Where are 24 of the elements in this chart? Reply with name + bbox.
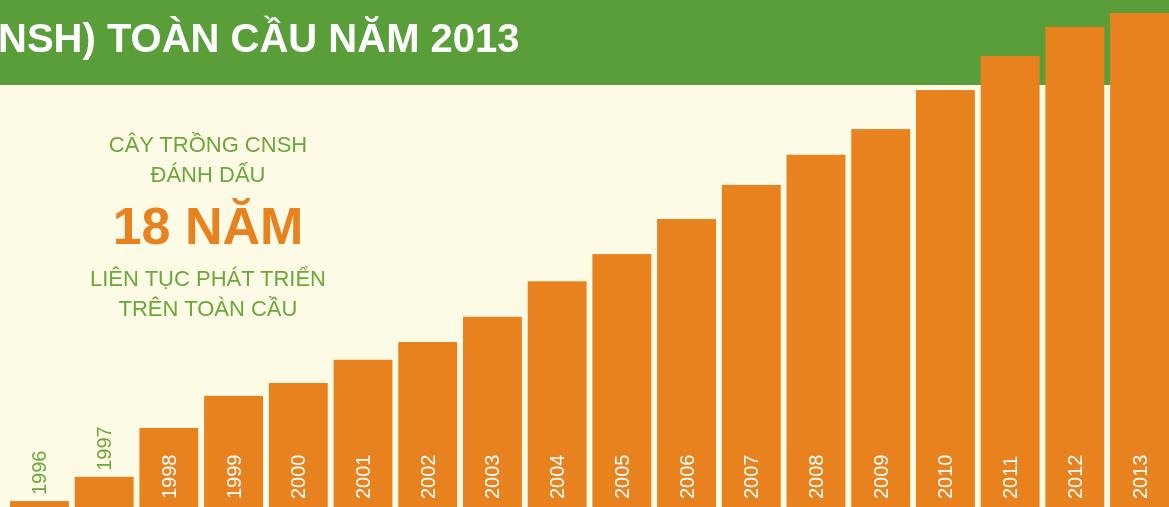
annotation: ĐÁNH DẤU [150,162,266,187]
x-tick-label: 2002 [416,454,439,499]
x-tick-label: 1999 [222,454,245,499]
annotation: LIÊN TỤC PHÁT TRIỂN [90,266,326,291]
x-tick-label: 1998 [157,454,180,499]
x-tick-label: 2006 [675,454,698,499]
x-tick-label: 2000 [287,454,310,499]
annotation: 18 NĂM [112,197,304,255]
annotation: CÂY TRỒNG CNSH [108,132,308,157]
x-tick-label: 2010 [934,454,957,499]
chart-title: NSH) TOÀN CẦU NĂM 2013 [0,15,520,60]
x-tick-label: 2007 [740,454,763,499]
x-tick-label: 2009 [869,454,892,499]
x-tick-label: 2008 [804,454,827,499]
annotation: TRÊN TOÀN CẦU [118,296,298,321]
x-tick-label: 1996 [28,450,51,496]
x-tick-label: 2004 [546,454,569,499]
x-tick-label: 1997 [93,426,116,471]
x-tick-label: 2003 [481,454,504,499]
x-tick-label: 2011 [999,455,1022,499]
x-tick-label: 2013 [1128,454,1151,499]
x-tick-label: 2005 [610,454,633,499]
x-tick-label: 2012 [1063,454,1086,499]
x-tick-label: 2001 [352,454,375,499]
